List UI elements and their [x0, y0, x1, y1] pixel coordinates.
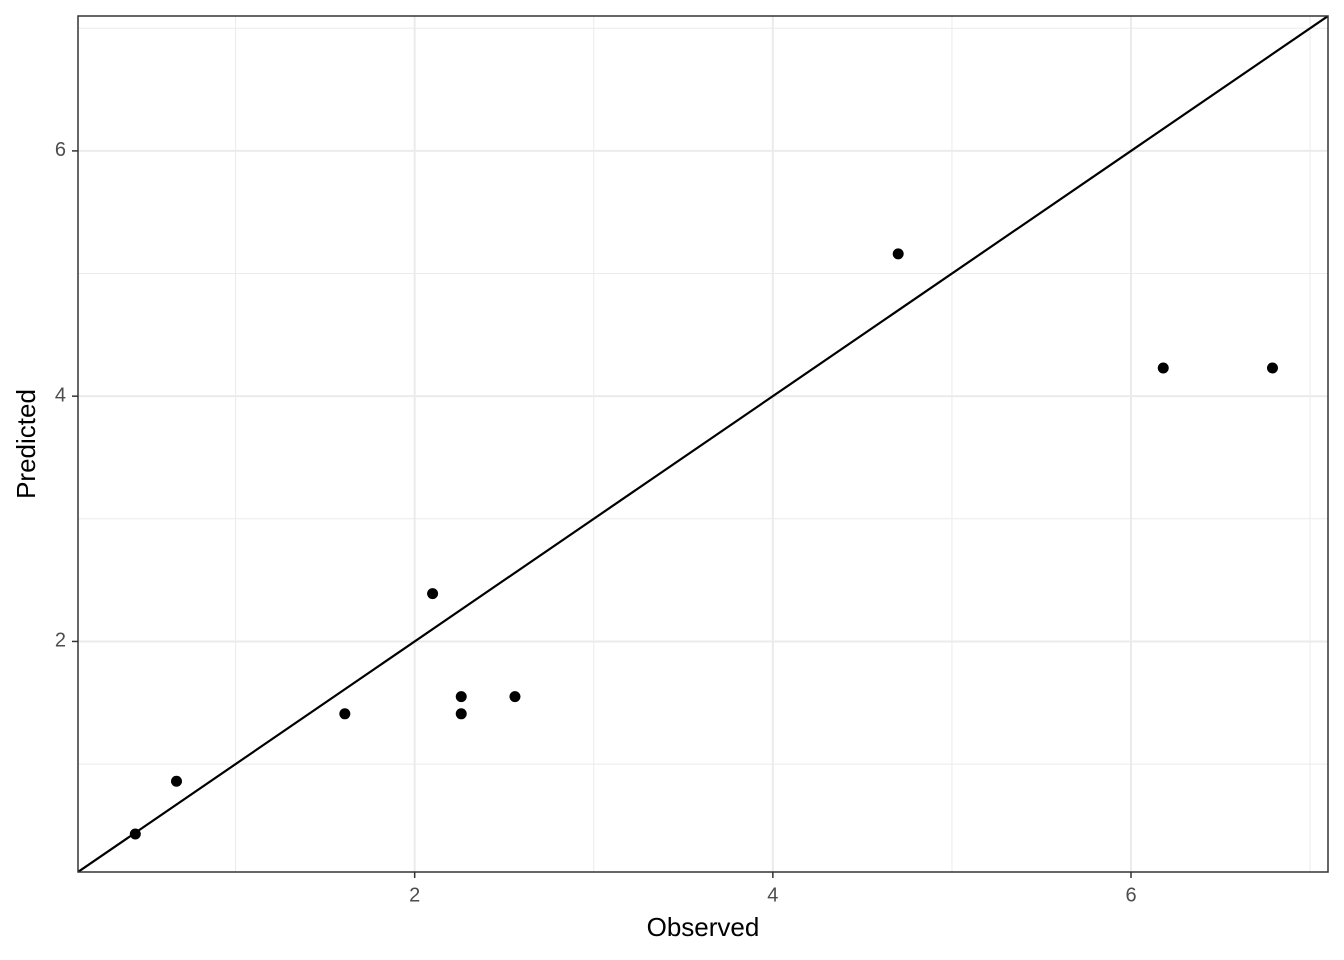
point [339, 708, 351, 720]
x-axis-title: Observed [647, 912, 760, 942]
point [1266, 362, 1278, 374]
point [455, 708, 467, 720]
panel [78, 16, 1328, 872]
point [129, 828, 141, 840]
point [509, 691, 521, 703]
y-axis-title: Predicted [11, 389, 41, 499]
point [427, 588, 439, 600]
point [892, 248, 904, 260]
panel-border [77, 15, 1329, 873]
point [170, 775, 182, 787]
x-tick-label: 2 [409, 884, 420, 906]
y-tick-label: 4 [55, 384, 66, 406]
y-tick-label: 2 [55, 630, 66, 652]
x-tick-label: 4 [767, 884, 778, 906]
x-tick-label: 6 [1125, 884, 1136, 906]
reference-line [78, 16, 1328, 872]
point [455, 691, 467, 703]
point [1157, 362, 1169, 374]
y-tick-label: 6 [55, 139, 66, 161]
